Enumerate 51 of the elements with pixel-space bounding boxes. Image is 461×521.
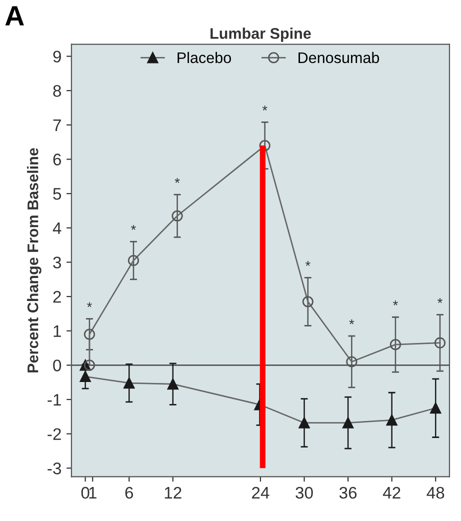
point <box>346 356 358 368</box>
point <box>128 254 140 266</box>
legend-label: Placebo <box>178 52 231 64</box>
point <box>386 414 398 426</box>
point <box>167 378 178 390</box>
x-tick-label: 0 <box>81 486 90 499</box>
y-tick-label: 8 <box>53 85 62 97</box>
annotation: * <box>131 225 136 230</box>
point <box>342 417 354 428</box>
y-tick-label: 6 <box>53 154 61 166</box>
annotation: * <box>262 106 268 110</box>
annotation: * <box>349 319 354 324</box>
chart-title: Lumbar Spine <box>210 28 311 42</box>
x-tick-label: 12 <box>164 486 182 499</box>
y-tick-label: 0 <box>53 360 62 372</box>
point <box>434 337 446 348</box>
x-tick-label: 48 <box>426 486 444 499</box>
point <box>430 402 442 414</box>
y-tick-label: 9 <box>53 50 61 62</box>
point <box>390 339 402 350</box>
y-tick-label: 1 <box>54 325 61 337</box>
annotation: * <box>438 298 442 303</box>
point <box>124 377 135 389</box>
point <box>302 296 314 308</box>
point <box>84 360 96 371</box>
annotation: * <box>392 300 398 306</box>
text: A <box>5 6 24 26</box>
annotation: * <box>305 261 310 266</box>
y-tick-label: -2 <box>48 428 61 440</box>
x-tick-label: 42 <box>382 486 400 499</box>
annotation: * <box>87 302 92 308</box>
y-tick-label: 4 <box>52 222 62 234</box>
legend-label: Denosumab <box>298 52 380 64</box>
y-tick-label: -3 <box>48 462 61 474</box>
point <box>84 328 96 340</box>
point <box>298 417 310 428</box>
x-tick-label: 36 <box>339 486 357 499</box>
y-tick-label: -1 <box>48 394 61 406</box>
y-axis-title: Percent Change From Baseline <box>27 148 42 372</box>
x-tick-label: 6 <box>125 486 134 499</box>
x-tick-label: 1 <box>89 487 96 499</box>
point <box>80 370 91 382</box>
x-tick-label: 24 <box>252 486 270 499</box>
y-tick-label: 7 <box>53 120 61 131</box>
annotation: * <box>174 178 180 183</box>
y-tick-label: 5 <box>53 188 62 200</box>
y-tick-label: 2 <box>53 290 61 303</box>
point <box>259 140 270 152</box>
point <box>172 210 183 222</box>
x-tick-label: 30 <box>296 486 313 499</box>
y-tick-label: 3 <box>53 256 61 268</box>
